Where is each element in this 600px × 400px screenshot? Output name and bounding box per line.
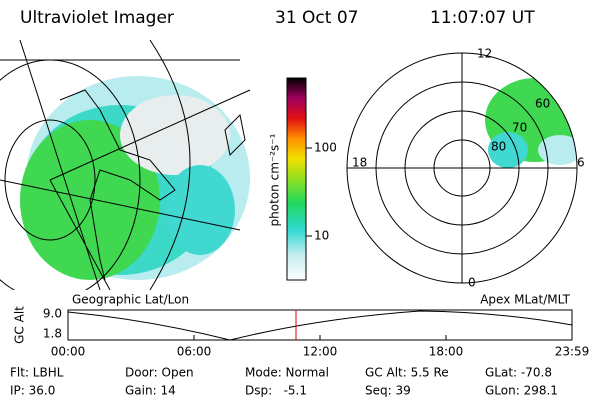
altitude-ytick: 1.8 xyxy=(43,327,62,341)
status-field: Mode: Normal xyxy=(245,366,329,380)
status-field: IP: 36.0 xyxy=(10,384,55,398)
ring-label: 70 xyxy=(512,121,527,135)
altitude-xtick-label: 06:00 xyxy=(177,345,212,359)
polar-label: 0 xyxy=(468,276,476,290)
status-field: Flt: LBHL xyxy=(10,366,64,380)
altitude-xtick-label: 18:00 xyxy=(429,345,464,359)
altitude-xtick-label: 12:00 xyxy=(303,345,338,359)
status-field: Door: Open xyxy=(125,366,194,380)
date: 31 Oct 07 xyxy=(275,8,358,28)
status-field: GLat: -70.8 xyxy=(485,366,552,380)
polar-label: 18 xyxy=(352,156,367,170)
status-field: Dsp: -5.1 xyxy=(245,384,307,398)
colorbar-tick-label: 10 xyxy=(314,229,329,243)
altitude-curve xyxy=(67,310,573,341)
altitude-ytick: 9.0 xyxy=(43,307,62,321)
polar-grid xyxy=(346,52,578,284)
altitude-xtick-label: 23:59 xyxy=(555,345,590,359)
title: Ultraviolet Imager xyxy=(20,8,174,28)
status-field: GLon: 298.1 xyxy=(485,384,558,398)
polar-label: 6 xyxy=(577,156,585,170)
ring-label: 60 xyxy=(535,97,550,111)
ring-label: 80 xyxy=(491,140,506,154)
status-field: Seq: 39 xyxy=(365,384,411,398)
altitude-xtick-label: 00:00 xyxy=(51,345,86,359)
time: 11:07:07 UT xyxy=(430,8,535,28)
altitude-ylabel: GC Alt xyxy=(13,306,27,344)
status-field: GC Alt: 5.5 Re xyxy=(365,366,449,380)
colorbar xyxy=(286,77,307,281)
geographic-image xyxy=(0,40,251,290)
colorbar-tick-label: 100 xyxy=(314,141,337,155)
status-field: Gain: 14 xyxy=(125,384,176,398)
panel-label: Apex MLat/MLT xyxy=(480,293,570,307)
panel-label: Geographic Lat/Lon xyxy=(72,293,189,307)
polar-label: 12 xyxy=(477,47,492,61)
colorbar-label: photon cm⁻²s⁻¹ xyxy=(268,133,282,226)
